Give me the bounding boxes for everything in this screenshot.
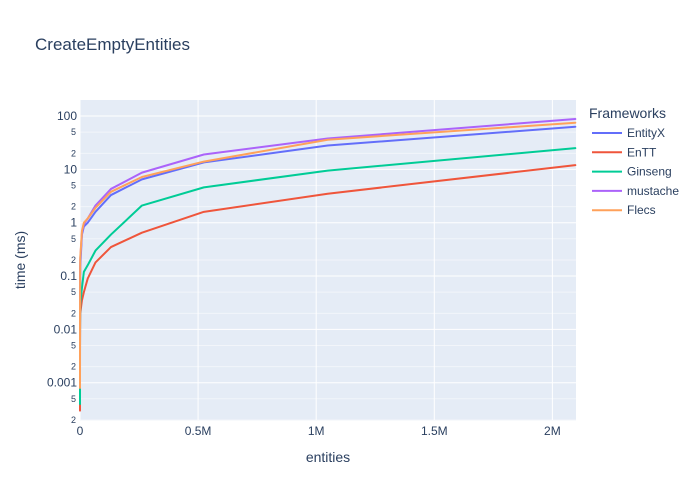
legend-label-entt: EnTT [627,145,657,159]
y-minor-tick-label: 5 [71,340,76,350]
y-tick-labels: 2 5 2 5 2 5 2 5 2 5 2 5 0.001 0.01 0.1 1 10 100 [47,109,77,425]
y-minor-tick-label: 2 [71,308,76,318]
y-minor-tick-label: 5 [71,127,76,137]
legend-label-ginseng: Ginseng [627,165,672,179]
x-tick-label: 1.5M [421,424,448,438]
legend-label-entityx: EntityX [627,126,665,140]
legend-items: EntityX EnTT Ginseng mustache Flecs [592,126,679,217]
y-minor-tick-label: 5 [71,394,76,404]
y-tick-label: 0.001 [47,376,77,390]
series-lines [79,118,577,412]
legend-label-mustache: mustache [627,184,679,198]
legend-title: Frameworks [589,105,666,121]
y-minor-tick-label: 2 [71,415,76,425]
y-tick-label: 0.01 [54,322,78,336]
x-tick-labels: 0 0.5M 1M 1.5M 2M [77,424,561,438]
y-minor-tick-label: 5 [71,287,76,297]
x-axis-title: entities [306,449,350,465]
legend: Frameworks EntityX EnTT Ginseng mustache Fle… [589,105,679,217]
y-tick-label: 100 [57,109,77,123]
x-tick-label: 0.5M [185,424,212,438]
y-minor-tick-label: 2 [71,202,76,212]
y-minor-tick-label: 2 [71,255,76,265]
legend-label-flecs: Flecs [627,203,656,217]
chart-title: CreateEmptyEntities [35,35,190,54]
x-tick-label: 1M [308,424,325,438]
y-axis-title: time (ms) [12,231,28,289]
y-tick-label: 10 [64,162,78,176]
series-line-flecs [79,121,577,389]
x-tick-label: 2M [544,424,561,438]
y-tick-label: 0.1 [60,269,77,283]
y-minor-tick-label: 5 [71,180,76,190]
y-minor-tick-label: 5 [71,234,76,244]
y-minor-tick-label: 2 [71,148,76,158]
y-minor-tick-label: 2 [71,362,76,372]
y-gridlines [80,115,576,421]
x-tick-label: 0 [77,424,84,438]
y-tick-label: 1 [70,216,77,230]
